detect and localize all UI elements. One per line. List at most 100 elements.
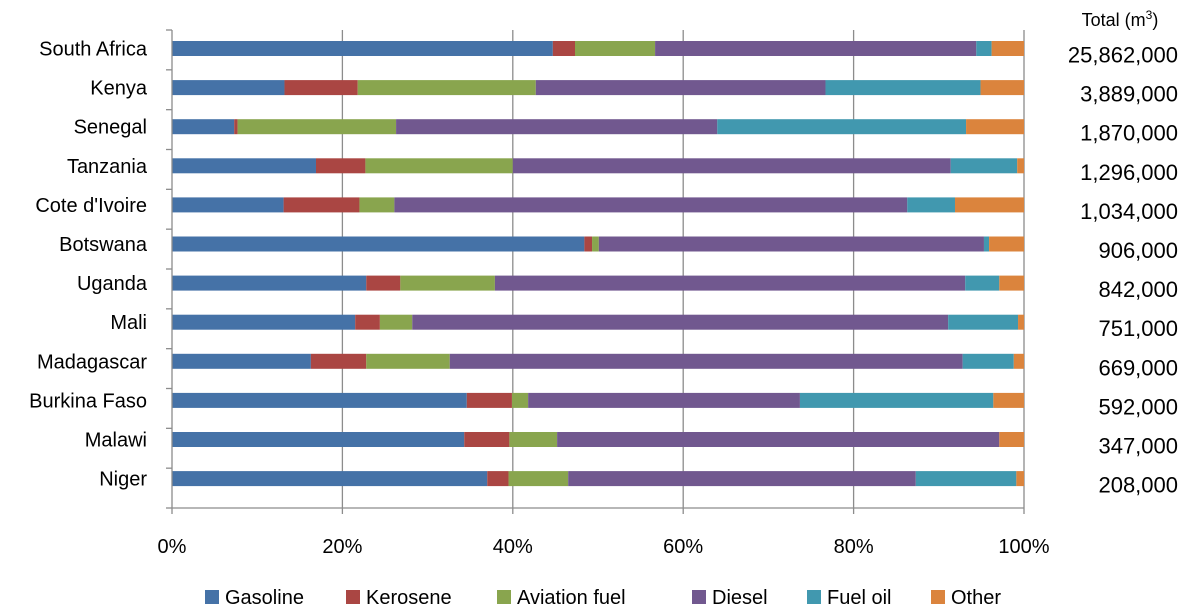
bar-segment-diesel (598, 236, 984, 252)
legend-label-fuel-oil: Fuel oil (827, 587, 891, 609)
bar-segment-diesel (655, 41, 977, 56)
bar-segment-diesel (394, 197, 908, 213)
total-value: 347,000 (1098, 434, 1178, 459)
bar-segment-aviation-fuel (366, 353, 450, 369)
total-value: 751,000 (1098, 316, 1178, 341)
totals-header: Total (m3) (1082, 8, 1159, 30)
bar-segment-gasoline (172, 197, 284, 213)
bar-segment-other (1017, 158, 1024, 174)
category-label: Senegal (74, 117, 147, 139)
bar-segment-fuel-oil (825, 80, 981, 96)
bar-segment-other (954, 197, 1024, 213)
bar-segment-other (991, 41, 1024, 56)
total-value: 208,000 (1098, 473, 1178, 498)
bar-segment-aviation-fuel (508, 471, 569, 487)
bar-segment-kerosene (464, 432, 510, 447)
bar-segment-gasoline (172, 275, 367, 291)
bar-segment-fuel-oil (915, 471, 1017, 487)
bar-segment-kerosene (552, 41, 575, 56)
bar-segment-diesel (568, 471, 916, 487)
total-value: 1,034,000 (1080, 199, 1178, 224)
bar-segment-diesel (557, 432, 1000, 447)
bar-segment-other (980, 80, 1024, 96)
bar-segment-gasoline (172, 236, 585, 252)
total-value: 592,000 (1098, 394, 1178, 419)
bar-segment-diesel (396, 119, 718, 135)
bar-segment-fuel-oil (948, 314, 1019, 330)
legend-swatch-kerosene (346, 590, 360, 604)
total-value: 25,862,000 (1068, 43, 1178, 68)
legend-label-aviation-fuel: Aviation fuel (517, 587, 626, 609)
legend-label-other: Other (951, 587, 1001, 609)
bar-segment-other (999, 275, 1024, 291)
bar-segment-other (1016, 471, 1024, 487)
category-label: Malawi (85, 430, 147, 452)
bars (172, 41, 1024, 487)
bar-segment-kerosene (310, 353, 367, 369)
legend-label-gasoline: Gasoline (225, 587, 304, 609)
bar-segment-kerosene (283, 197, 360, 213)
category-labels: South Africa Kenya Senegal Tanzania Cote d'I… (29, 39, 148, 491)
bar-segment-kerosene (234, 119, 238, 135)
category-label: Uganda (77, 273, 148, 295)
axes (166, 29, 1025, 514)
bar-segment-kerosene (355, 314, 380, 330)
bar-segment-aviation-fuel (365, 158, 513, 174)
bar-segment-fuel-oil (983, 236, 990, 252)
bar-segment-aviation-fuel (379, 314, 413, 330)
bar-segment-other (1018, 314, 1024, 330)
legend-swatch-diesel (692, 590, 706, 604)
bar-segment-diesel (535, 80, 826, 96)
totals-header-superscript: 3 (1146, 8, 1153, 22)
bar-segment-fuel-oil (950, 158, 1018, 174)
bar-segment-fuel-oil (717, 119, 967, 135)
gridlines (341, 30, 1025, 508)
bar-segment-gasoline (172, 119, 235, 135)
bar-segment-diesel (449, 353, 963, 369)
bar-segment-fuel-oil (907, 197, 955, 213)
bar-segment-kerosene (487, 471, 509, 487)
bar-segment-diesel (528, 392, 800, 408)
total-labels: Total (m3) 25,862,000 3,889,000 1,870,000 1… (1068, 8, 1178, 498)
total-value: 906,000 (1098, 238, 1178, 263)
bar-segment-gasoline (172, 353, 311, 369)
bar-segment-other (989, 236, 1024, 252)
x-tick-label: 20% (322, 536, 362, 558)
bar-segment-aviation-fuel (237, 119, 397, 135)
bar-segment-kerosene (284, 80, 358, 96)
bar-segment-diesel (412, 314, 949, 330)
legend-swatch-aviation-fuel (497, 590, 511, 604)
bar-segment-other (966, 119, 1024, 135)
bar-segment-diesel (512, 158, 951, 174)
bar-segment-kerosene (315, 158, 366, 174)
totals-header-close: ) (1152, 10, 1158, 30)
bar-segment-other (1013, 353, 1024, 369)
bar-segment-aviation-fuel (357, 80, 536, 96)
bar-segment-diesel (494, 275, 966, 291)
legend-swatch-gasoline (205, 590, 219, 604)
category-label: Niger (99, 469, 147, 491)
legend-label-kerosene: Kerosene (366, 587, 452, 609)
legend-label-diesel: Diesel (712, 587, 768, 609)
bar-segment-aviation-fuel (509, 432, 558, 447)
bar-segment-kerosene (466, 392, 512, 408)
category-label: Kenya (90, 78, 148, 100)
bar-segment-aviation-fuel (400, 275, 495, 291)
category-label: Tanzania (67, 156, 148, 178)
x-tick-label: 40% (493, 536, 533, 558)
bar-segment-aviation-fuel (592, 236, 599, 252)
bar-segment-fuel-oil (962, 353, 1014, 369)
legend-swatch-other (931, 590, 945, 604)
category-label: South Africa (39, 39, 148, 61)
category-label: Mali (110, 312, 147, 334)
category-label: Cote d'Ivoire (35, 195, 147, 217)
bar-segment-gasoline (172, 314, 356, 330)
bar-segment-gasoline (172, 158, 316, 174)
bar-segment-aviation-fuel (511, 392, 529, 408)
legend: Gasoline Kerosene Aviation fuel Diesel Fuel … (205, 587, 1001, 609)
bar-segment-kerosene (366, 275, 401, 291)
bar-segment-fuel-oil (799, 392, 994, 408)
legend-swatch-fuel-oil (807, 590, 821, 604)
